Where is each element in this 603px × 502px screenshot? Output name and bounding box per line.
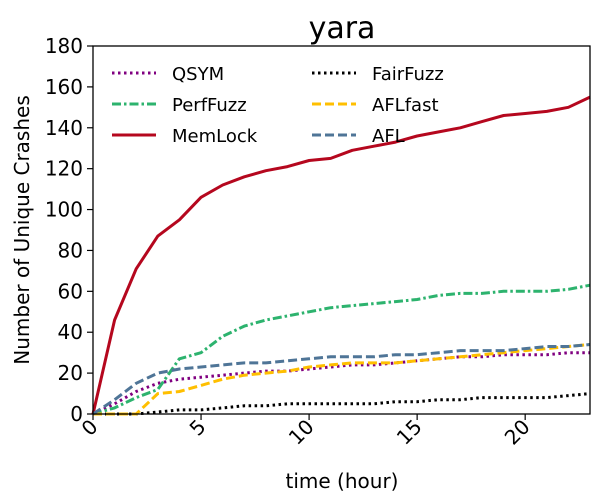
y-axis-label: Number of Unique Crashes bbox=[10, 95, 34, 365]
chart-title: yara bbox=[309, 11, 376, 46]
legend-label: MemLock bbox=[172, 126, 258, 147]
y-tick-label: 40 bbox=[58, 320, 83, 344]
series-line-perffuzz bbox=[92, 283, 591, 416]
legend-label: AFLfast bbox=[372, 95, 439, 116]
x-tick-label: 10 bbox=[284, 415, 319, 450]
legend-label: FairFuzz bbox=[372, 64, 444, 85]
series-line-afl bbox=[92, 343, 591, 416]
y-tick-label: 120 bbox=[45, 157, 83, 181]
legend-label: PerfFuzz bbox=[172, 95, 247, 116]
y-tick-label: 160 bbox=[45, 75, 83, 99]
y-tick-label: 80 bbox=[58, 238, 83, 262]
x-tick-label: 5 bbox=[185, 415, 211, 441]
series-line-qsym bbox=[92, 351, 590, 416]
x-tick-label: 15 bbox=[392, 415, 427, 450]
series-line-aflfast bbox=[93, 343, 591, 416]
y-tick-label: 0 bbox=[70, 402, 83, 426]
legend-label: QSYM bbox=[172, 64, 224, 85]
x-axis-label: time (hour) bbox=[286, 469, 399, 493]
series-line-fairfuzz bbox=[93, 392, 591, 416]
x-tick-label: 20 bbox=[500, 415, 535, 450]
series-layer bbox=[91, 95, 591, 416]
ticks-layer: 0 20 40 60 80 100 120 140 160 180 0 5 10 15 20 bbox=[45, 34, 535, 450]
y-tick-label: 20 bbox=[58, 361, 83, 385]
y-tick-label: 100 bbox=[45, 198, 83, 222]
x-tick-label: 0 bbox=[77, 415, 103, 441]
legend: QSYM PerfFuzz MemLock FairFuzz AFLfast AFL bbox=[112, 64, 444, 147]
y-tick-label: 140 bbox=[45, 116, 83, 140]
legend-label: AFL bbox=[372, 126, 405, 147]
series-line-memlock bbox=[91, 95, 591, 415]
y-tick-label: 60 bbox=[58, 279, 83, 303]
y-tick-label: 180 bbox=[45, 34, 83, 58]
plot-frame bbox=[92, 45, 591, 415]
